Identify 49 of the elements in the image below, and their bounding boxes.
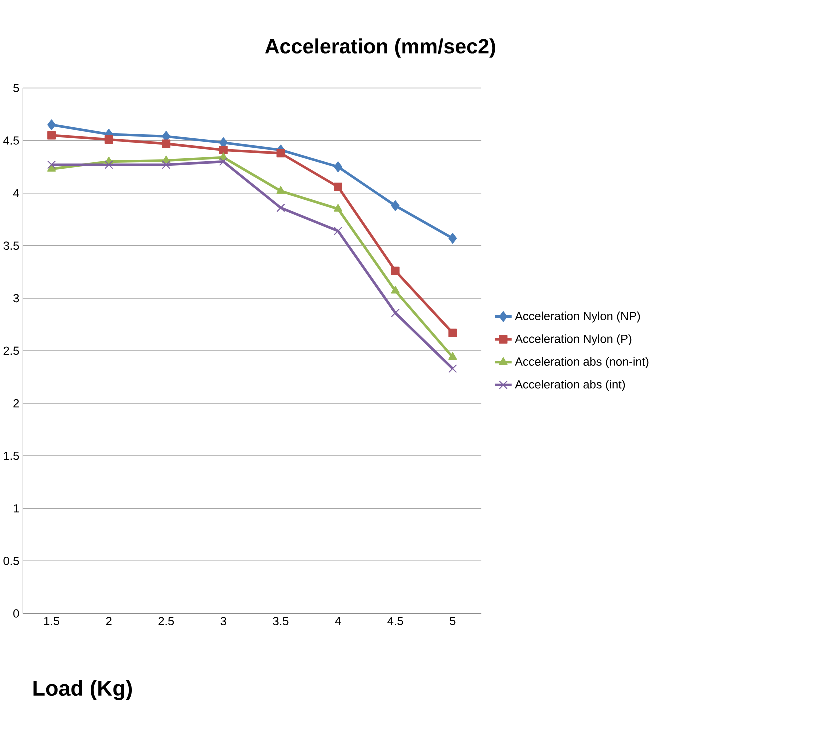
point — [162, 140, 171, 148]
legend-label: Acceleration Nylon (P) — [515, 334, 632, 346]
y-tick-label: 2.5 — [4, 346, 20, 355]
point — [276, 204, 286, 212]
point — [448, 364, 458, 373]
y-tick-label: 4.5 — [4, 136, 20, 145]
point — [334, 161, 342, 172]
x-tick-label: 4.5 — [388, 616, 404, 626]
y-tick-label: 3.5 — [4, 242, 20, 250]
chart-title: Acceleration (mm/sec2) — [265, 38, 496, 58]
y-tick-label: 4 — [13, 189, 20, 198]
point — [391, 286, 400, 294]
point — [448, 232, 458, 244]
point — [334, 226, 343, 236]
legend-label: Acceleration abs (non-int) — [515, 357, 649, 368]
point — [276, 148, 286, 158]
x-tick-label: 2 — [106, 616, 112, 626]
x-axis-title: Load (Kg) — [34, 680, 132, 700]
point — [334, 204, 343, 212]
y-tick-label: 3 — [14, 294, 20, 302]
x-tick-label: 2.5 — [158, 616, 174, 626]
y-tick-label: 1 — [14, 504, 20, 512]
y-tick-label: 0.5 — [4, 556, 20, 566]
point — [47, 160, 56, 170]
y-tick-label: 0 — [14, 609, 20, 618]
point — [104, 135, 114, 144]
x-tick-label: 1.5 — [44, 616, 60, 626]
x-tick-label: 3 — [220, 616, 226, 626]
point — [162, 160, 171, 170]
point — [219, 146, 228, 154]
point — [219, 157, 228, 166]
point — [276, 186, 286, 194]
y-tick-label: 2 — [14, 399, 20, 408]
x-tick-label: 4 — [335, 616, 342, 626]
x-tick-label: 3.5 — [273, 616, 289, 626]
point — [448, 328, 458, 338]
point — [334, 182, 343, 192]
x-tick-label: 5 — [450, 616, 456, 626]
point — [48, 119, 56, 130]
point — [448, 352, 458, 360]
point — [48, 131, 56, 140]
point — [391, 200, 400, 212]
legend-label: Acceleration abs (int) — [515, 380, 626, 391]
y-tick-label: 5 — [14, 84, 20, 92]
legend-label: Acceleration Nylon (NP) — [515, 312, 640, 323]
point — [47, 164, 56, 172]
point — [391, 266, 400, 276]
y-tick-label: 1.5 — [4, 452, 20, 460]
point — [104, 160, 114, 170]
